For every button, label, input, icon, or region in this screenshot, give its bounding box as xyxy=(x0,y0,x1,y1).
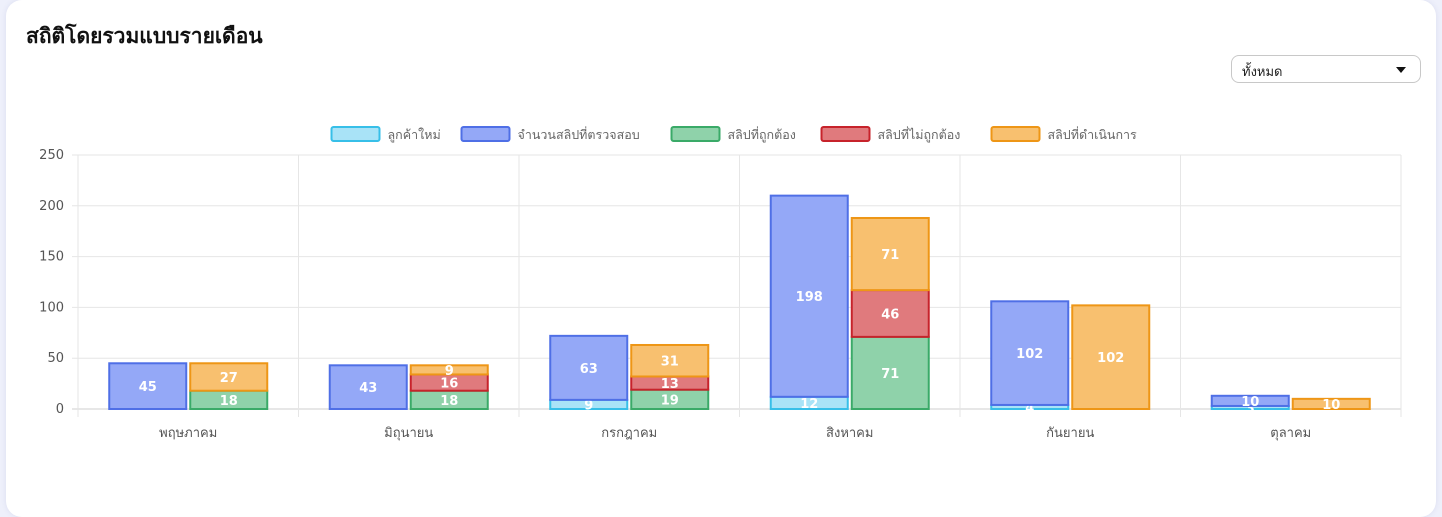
legend-swatch xyxy=(820,126,871,142)
legend-label: ลูกค้าใหม่ xyxy=(388,127,441,143)
x-tick-label: มิถุนายน xyxy=(384,426,433,441)
x-tick-label: ตุลาคม xyxy=(1270,426,1311,441)
y-tick-label: 0 xyxy=(56,402,64,417)
legend-swatch xyxy=(330,126,381,142)
bar-data-label: 4 xyxy=(1025,401,1034,416)
bar-data-label: 13 xyxy=(661,377,679,392)
y-tick-label: 250 xyxy=(39,148,64,163)
bar-data-label: 63 xyxy=(580,362,598,377)
legend-swatch xyxy=(670,126,721,142)
y-tick-label: 50 xyxy=(47,351,64,366)
bar-data-label: 198 xyxy=(796,290,823,305)
bar-data-label: 3 xyxy=(1246,401,1255,416)
x-tick-label: กรกฎาคม xyxy=(601,426,657,441)
legend-swatch xyxy=(460,126,511,142)
bar-segment xyxy=(328,364,408,411)
bar-data-label: 10 xyxy=(1322,398,1340,413)
y-tick-label: 200 xyxy=(39,199,64,214)
bar-data-label: 71 xyxy=(881,367,899,382)
bar-data-label: 9 xyxy=(445,364,454,379)
bar-segment xyxy=(850,216,930,292)
x-tick-label: สิงหาคม xyxy=(826,426,873,441)
bar-data-label: 16 xyxy=(440,377,458,392)
x-tick-label: พฤษภาคม xyxy=(159,426,217,441)
y-tick-label: 100 xyxy=(39,300,64,315)
bar-segment xyxy=(189,362,269,392)
legend-label: สลิปที่ถูกต้อง xyxy=(728,126,796,143)
legend-label: สลิปที่ดำเนินการ xyxy=(1048,126,1138,142)
x-tick-label: กันยายน xyxy=(1046,426,1094,441)
period-filter-value: ทั้งหมด xyxy=(1242,65,1283,80)
bar-segment xyxy=(630,343,710,378)
bar-data-label: 71 xyxy=(881,248,899,263)
bar-data-label: 19 xyxy=(661,393,679,408)
bar-segment xyxy=(108,362,188,410)
bar-data-label: 27 xyxy=(220,371,238,386)
bar-data-label: 12 xyxy=(800,397,818,412)
bar-segment xyxy=(409,364,489,376)
bar-segment xyxy=(549,334,629,401)
bar-data-label: 46 xyxy=(881,307,899,322)
bar-data-label: 102 xyxy=(1016,347,1043,362)
bar-segment xyxy=(1210,394,1290,407)
bar-segment xyxy=(769,194,849,398)
period-filter-select[interactable]: ทั้งหมด xyxy=(1231,55,1421,83)
bar-segment xyxy=(1071,304,1151,411)
monthly-stats-card: สถิติโดยรวมแบบรายเดือน ทั้งหมด xyxy=(6,0,1436,517)
bar-data-label: 10 xyxy=(1241,395,1259,410)
caret-down-icon xyxy=(1396,67,1406,73)
bar-data-label: 45 xyxy=(139,380,157,395)
legend-label: จำนวนสลิปที่ตรวจสอบ xyxy=(518,126,640,142)
card-title: สถิติโดยรวมแบบรายเดือน xyxy=(26,24,263,48)
bar-segment xyxy=(1291,397,1371,410)
legend-label: สลิปที่ไม่ถูกต้อง xyxy=(878,126,961,143)
bar-data-label: 18 xyxy=(220,394,238,409)
bar-data-label: 31 xyxy=(661,355,679,370)
legend-swatch xyxy=(990,126,1041,142)
bar-data-label: 102 xyxy=(1097,351,1124,366)
bar-segment xyxy=(850,289,930,338)
bar-data-label: 43 xyxy=(359,381,377,396)
bar-data-label: 9 xyxy=(584,398,593,413)
bar-data-label: 18 xyxy=(440,394,458,409)
y-tick-label: 150 xyxy=(39,250,64,265)
bar-segment xyxy=(850,335,930,411)
bar-segment xyxy=(990,300,1070,406)
